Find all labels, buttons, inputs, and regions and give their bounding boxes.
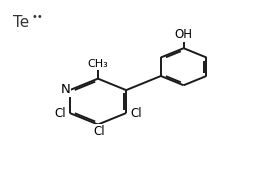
Text: CH₃: CH₃	[88, 59, 108, 69]
Text: Cl: Cl	[131, 107, 143, 120]
Text: Cl: Cl	[55, 107, 66, 120]
Text: OH: OH	[175, 28, 193, 41]
Text: ••: ••	[31, 13, 43, 23]
Text: N: N	[60, 83, 70, 96]
Text: Te: Te	[13, 15, 29, 30]
Text: Cl: Cl	[93, 125, 105, 139]
